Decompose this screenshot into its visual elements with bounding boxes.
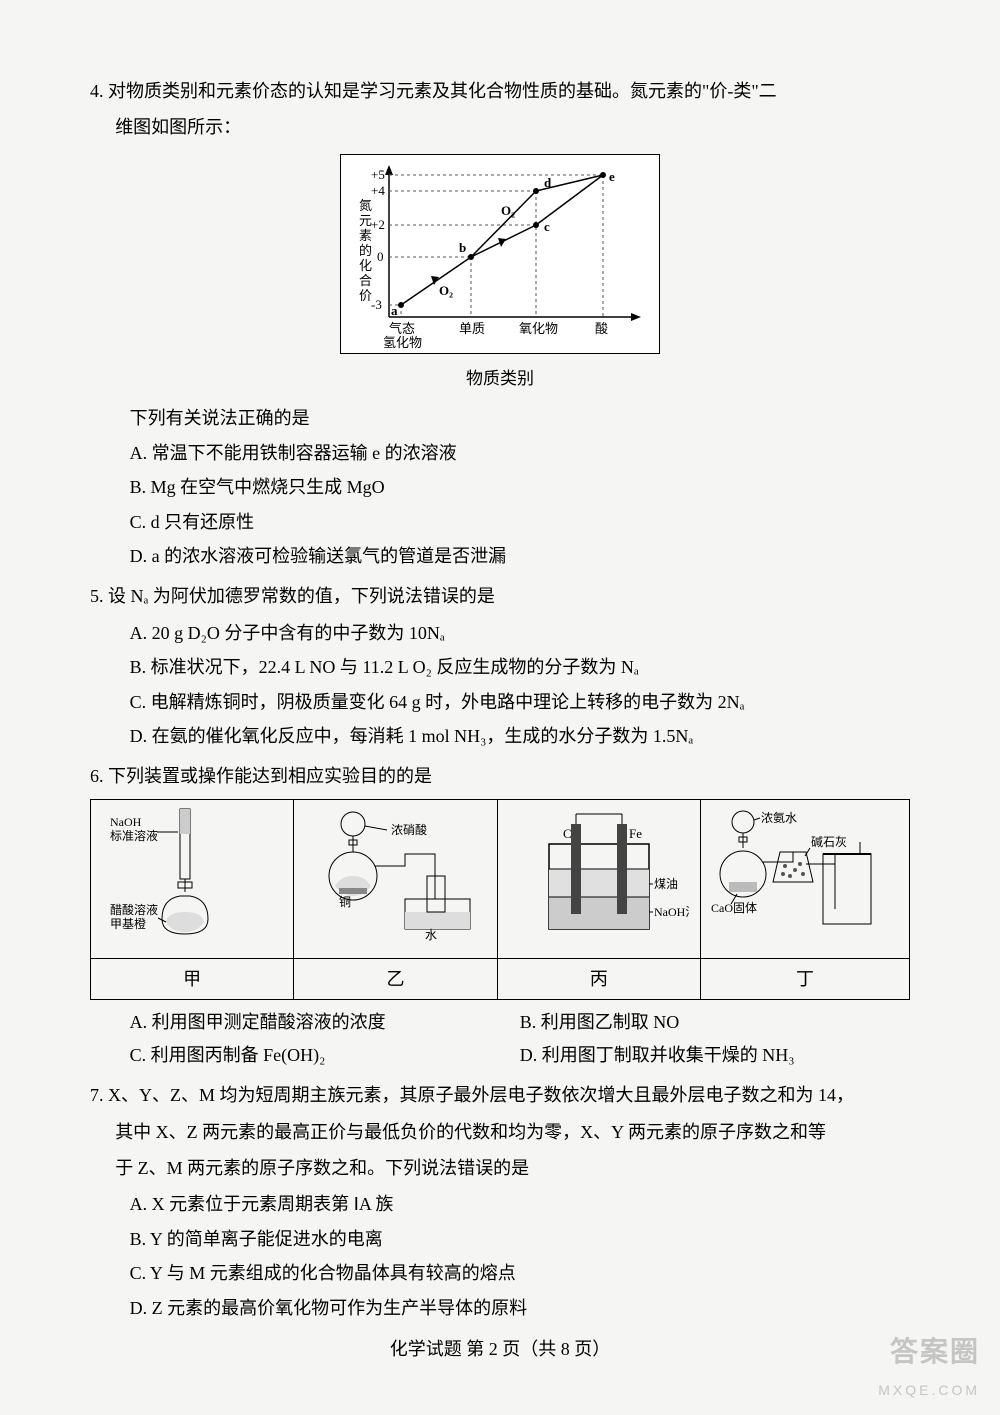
q7-stem-line3: 于 Z、M 两元素的原子序数之和。下列说法错误的是 [90, 1152, 910, 1184]
svg-text:氢化物: 氢化物 [383, 335, 422, 350]
svg-text:的: 的 [359, 243, 372, 258]
svg-text:C: C [563, 826, 572, 841]
q6-opt-d: D. 利用图丁制取并收集干燥的 NH₃ [520, 1039, 910, 1071]
q5-opt-b: B. 标准状况下，22.4 L NO 与 11.2 L O₂ 反应生成物的分子数… [90, 651, 910, 683]
q4-stem-line2: 维图如图所示： [90, 111, 910, 143]
svg-text:合: 合 [359, 273, 372, 288]
q7-stem-line1: 7. X、Y、Z、M 均为短周期主族元素，其原子最外层电子数依次增大且最外层电子… [90, 1079, 910, 1111]
svg-text:单质: 单质 [459, 321, 485, 336]
svg-text:Fe: Fe [629, 826, 642, 841]
svg-text:气态: 气态 [389, 321, 415, 336]
diagram-yi: 铜 浓硝酸 水 [305, 804, 485, 944]
svg-text:b: b [459, 240, 466, 255]
question-6: 6. 下列装置或操作能达到相应实验目的的是 NaOH 标准溶液 醋酸溶 [90, 760, 910, 1071]
svg-text:NaOH: NaOH [110, 815, 142, 829]
watermark-top: 答案圈 [878, 1327, 980, 1377]
q5-opt-c: C. 电解精炼铜时，阴极质量变化 64 g 时，外电路中理论上转移的电子数为 2… [90, 686, 910, 718]
watermark-bot: MXQE.COM [878, 1378, 980, 1403]
svg-text:CaO固体: CaO固体 [711, 901, 757, 915]
svg-text:化: 化 [359, 258, 372, 273]
svg-text:+5: +5 [371, 167, 385, 182]
svg-text:碱石灰: 碱石灰 [811, 835, 847, 849]
watermark: 答案圈 MXQE.COM [878, 1327, 980, 1403]
q6-opt-b: B. 利用图乙制取 NO [520, 1006, 910, 1038]
cell-bing: 丙 [497, 959, 700, 1000]
q4-opt-a: A. 常温下不能用铁制容器运输 e 的浓溶液 [90, 437, 910, 469]
svg-text:NaOH溶液: NaOH溶液 [654, 904, 689, 919]
q7-opt-d: D. Z 元素的最高价氧化物可作为生产半导体的原料 [90, 1292, 910, 1324]
cell-jia: 甲 [91, 959, 294, 1000]
q6-opt-c: C. 利用图丙制备 Fe(OH)₂ [130, 1039, 520, 1071]
q4-opt-c: C. d 只有还原性 [90, 506, 910, 538]
question-7: 7. X、Y、Z、M 均为短周期主族元素，其原子最外层电子数依次增大且最外层电子… [90, 1079, 910, 1324]
svg-text:-3: -3 [371, 297, 382, 312]
q5-opt-a: A. 20 g D₂O 分子中含有的中子数为 10Nₐ [90, 617, 910, 649]
page-footer: 化学试题 第 2 页（共 8 页） [0, 1333, 1000, 1365]
cell-yi: 乙 [294, 959, 497, 1000]
q4-x-caption: 物质类别 [90, 364, 910, 395]
svg-text:O₂: O₂ [439, 283, 453, 298]
q4-opt-d: D. a 的浓水溶液可检验输送氯气的管道是否泄漏 [90, 540, 910, 572]
q7-opt-b: B. Y 的简单离子能促进水的电离 [90, 1223, 910, 1255]
q4-prompt: 下列有关说法正确的是 [90, 402, 910, 434]
question-5: 5. 设 Nₐ 为阿伏加德罗常数的值，下列说法错误的是 A. 20 g D₂O … [90, 580, 910, 752]
q4-opt-b: B. Mg 在空气中燃烧只生成 MgO [90, 471, 910, 503]
q6-stem: 6. 下列装置或操作能达到相应实验目的的是 [90, 760, 910, 792]
svg-text:酸: 酸 [595, 321, 608, 336]
svg-text:O₂: O₂ [501, 203, 515, 218]
svg-text:醋酸溶液: 醋酸溶液 [110, 902, 158, 917]
q6-experiment-table: NaOH 标准溶液 醋酸溶液 甲基橙 铜 [90, 799, 910, 1001]
svg-text:+2: +2 [371, 217, 385, 232]
svg-text:标准溶液: 标准溶液 [110, 828, 158, 843]
svg-text:d: d [544, 175, 552, 190]
q4-stem-line1: 4. 对物质类别和元素价态的认知是学习元素及其化合物性质的基础。氮元素的"价-类… [90, 75, 910, 107]
question-4: 4. 对物质类别和元素价态的认知是学习元素及其化合物性质的基础。氮元素的"价-类… [90, 75, 910, 572]
q7-opt-a: A. X 元素位于元素周期表第 ⅠA 族 [90, 1188, 910, 1220]
y-axis-label: 氮 [359, 198, 372, 213]
q5-opt-d: D. 在氨的催化氧化反应中，每消耗 1 mol NH₃，生成的水分子数为 1.5… [90, 720, 910, 752]
svg-text:水: 水 [425, 928, 437, 942]
svg-text:浓氨水: 浓氨水 [761, 811, 797, 825]
svg-text:0: 0 [377, 249, 384, 264]
svg-text:氧化物: 氧化物 [519, 321, 558, 336]
svg-text:煤油: 煤油 [654, 877, 678, 891]
q5-stem: 5. 设 Nₐ 为阿伏加德罗常数的值，下列说法错误的是 [90, 580, 910, 612]
q7-opt-c: C. Y 与 M 元素组成的化合物晶体具有较高的熔点 [90, 1257, 910, 1289]
cell-ding: 丁 [700, 959, 909, 1000]
q4-diagram: 氮 元 素 的 化 合 价 +5 +4 +2 0 -3 [340, 154, 660, 354]
diagram-ding: 浓氨水 碱石灰 CaO固体 [705, 804, 905, 944]
svg-text:浓硝酸: 浓硝酸 [391, 822, 427, 837]
svg-text:甲基橙: 甲基橙 [110, 916, 146, 931]
diagram-jia: NaOH 标准溶液 醋酸溶液 甲基橙 [102, 804, 282, 944]
svg-text:铜: 铜 [339, 894, 351, 909]
svg-text:c: c [544, 219, 550, 234]
svg-text:a: a [391, 303, 398, 318]
q7-stem-line2: 其中 X、Z 两元素的最高正价与最低负价的代数和均为零，X、Y 两元素的原子序数… [90, 1116, 910, 1148]
q6-opt-a: A. 利用图甲测定醋酸溶液的浓度 [130, 1006, 520, 1038]
svg-text:e: e [609, 169, 615, 184]
svg-text:+4: +4 [371, 183, 385, 198]
diagram-bing: C Fe 煤油 NaOH溶液 [509, 804, 689, 944]
